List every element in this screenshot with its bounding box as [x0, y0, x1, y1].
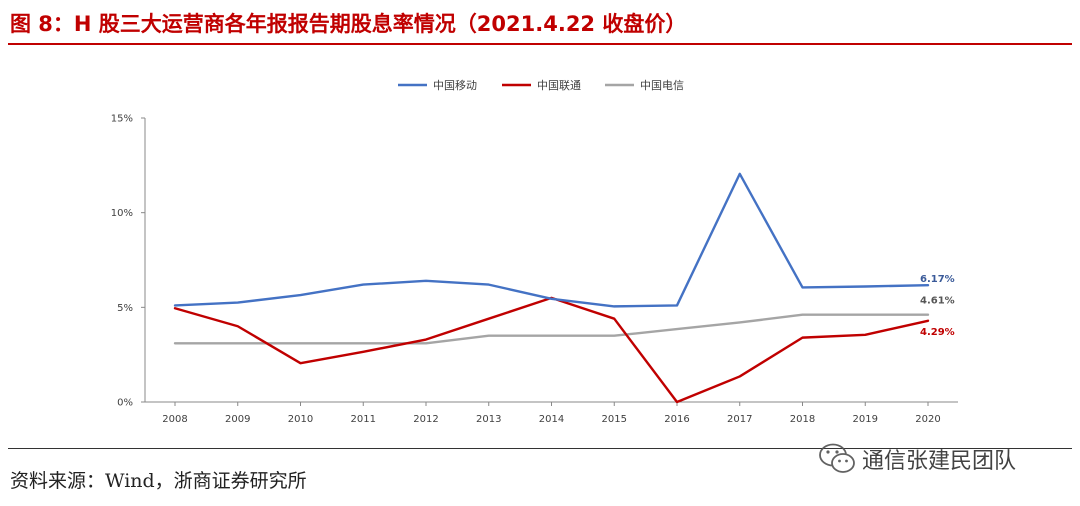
x-tick-label: 2015 [602, 414, 627, 425]
end-labels: 6.17% 4.29% 4.61% [920, 274, 955, 338]
footer-divider [8, 448, 1072, 449]
x-tick-label: 2010 [288, 414, 313, 425]
end-label-中国联通: 4.29% [920, 327, 955, 338]
series-line-中国联通 [173, 296, 930, 404]
x-tick-label: 2008 [162, 414, 187, 425]
wechat-icon [819, 443, 855, 473]
x-tick-label: 2018 [790, 414, 815, 425]
y-tick-label: 5% [117, 303, 133, 314]
dividend-yield-line-chart: 中国移动 中国联通 中国电信 0% 5% 10% 15% 2008 2009 2010 2011… [111, 79, 958, 425]
x-tick-label: 2017 [727, 414, 752, 425]
x-axis: 2008 2009 2010 2011 2012 2013 2014 2015 2016 2017… [145, 401, 958, 425]
legend-label-中国联通: 中国联通 [537, 79, 581, 92]
y-tick-label: 15% [111, 114, 133, 125]
x-tick-label: 2012 [413, 414, 438, 425]
x-tick-label: 2011 [351, 414, 376, 425]
y-tick-label: 0% [117, 398, 133, 409]
legend-label-中国电信: 中国电信 [640, 79, 684, 92]
wechat-watermark: 通信张建民团队 [818, 442, 1016, 476]
source-note: 资料来源：Wind，浙商证券研究所 [10, 470, 307, 492]
legend-label-中国移动: 中国移动 [433, 79, 477, 92]
x-tick-label: 2016 [664, 414, 689, 425]
series-line-中国移动 [173, 172, 930, 308]
end-label-中国电信: 4.61% [920, 296, 955, 307]
watermark-text: 通信张建民团队 [862, 449, 1017, 474]
chart-legend: 中国移动 中国联通 中国电信 [398, 79, 684, 92]
series-line-中国电信 [173, 313, 930, 345]
x-tick-label: 2019 [853, 414, 878, 425]
x-tick-label: 2014 [539, 414, 564, 425]
y-tick-label: 10% [111, 208, 133, 219]
series-lines [173, 172, 930, 404]
x-tick-label: 2020 [915, 414, 940, 425]
y-axis: 0% 5% 10% 15% [111, 114, 146, 409]
x-tick-label: 2013 [476, 414, 501, 425]
x-tick-label: 2009 [225, 414, 250, 425]
title-divider [8, 43, 1072, 45]
end-label-中国移动: 6.17% [920, 274, 955, 285]
figure-title: 图 8：H 股三大运营商各年报报告期股息率情况（2021.4.22 收盘价） [10, 12, 687, 36]
